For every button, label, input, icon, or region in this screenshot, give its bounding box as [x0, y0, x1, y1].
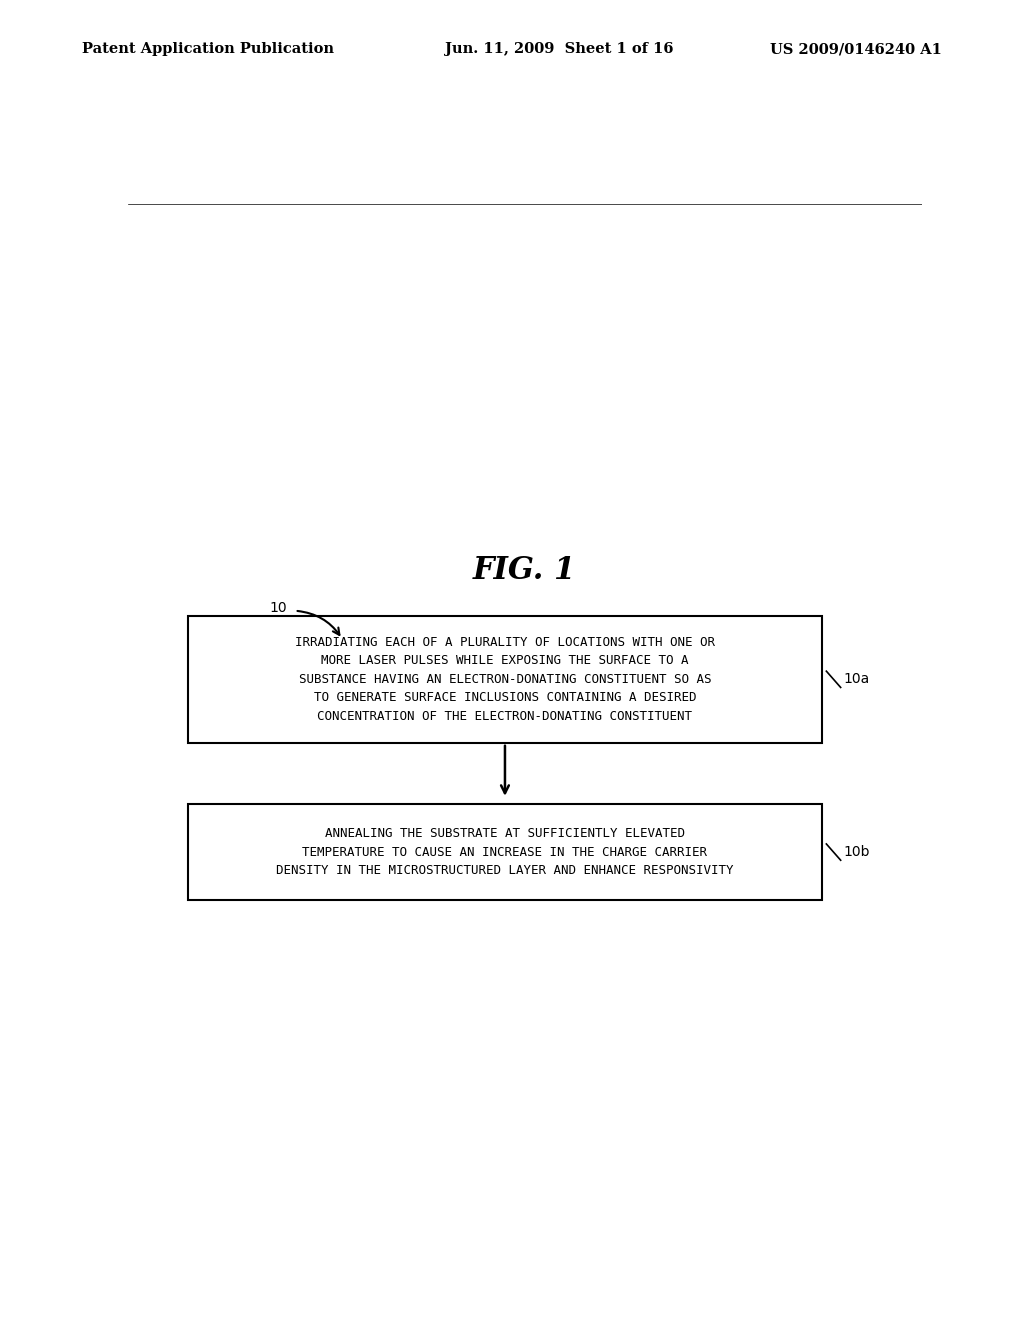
Text: 10a: 10a — [844, 672, 870, 686]
Text: 10: 10 — [269, 601, 287, 615]
Text: Jun. 11, 2009  Sheet 1 of 16: Jun. 11, 2009 Sheet 1 of 16 — [445, 42, 674, 57]
Text: ANNEALING THE SUBSTRATE AT SUFFICIENTLY ELEVATED
TEMPERATURE TO CAUSE AN INCREAS: ANNEALING THE SUBSTRATE AT SUFFICIENTLY … — [276, 828, 734, 876]
FancyBboxPatch shape — [187, 615, 822, 743]
Text: Patent Application Publication: Patent Application Publication — [82, 42, 334, 57]
Text: FIG. 1: FIG. 1 — [473, 554, 577, 586]
Text: IRRADIATING EACH OF A PLURALITY OF LOCATIONS WITH ONE OR
MORE LASER PULSES WHILE: IRRADIATING EACH OF A PLURALITY OF LOCAT… — [295, 636, 715, 723]
Text: US 2009/0146240 A1: US 2009/0146240 A1 — [770, 42, 942, 57]
Text: 10b: 10b — [844, 845, 870, 859]
FancyBboxPatch shape — [187, 804, 822, 900]
